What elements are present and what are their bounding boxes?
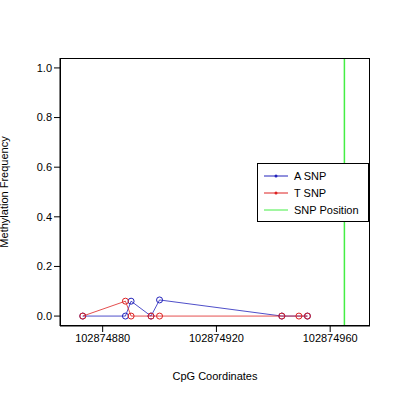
svg-text:102874880: 102874880: [75, 332, 130, 344]
svg-text:1.0: 1.0: [37, 62, 52, 74]
svg-text:CpG Coordinates: CpG Coordinates: [173, 370, 258, 382]
html-text:A SNP: A SNP: [294, 169, 327, 182]
html-text:SNP Position: SNP Position: [294, 203, 359, 216]
html-text:T SNP: T SNP: [294, 186, 327, 199]
svg-text:102874920: 102874920: [189, 332, 244, 344]
svg-text:0.8: 0.8: [37, 111, 52, 123]
svg-text:102874960: 102874960: [303, 332, 358, 344]
svg-text:0.4: 0.4: [37, 211, 52, 223]
svg-text:0.6: 0.6: [37, 161, 52, 173]
svg-text:0.0: 0.0: [37, 310, 52, 322]
svg-text:Methylation Frequency: Methylation Frequency: [8, 136, 10, 248]
svg-text:0.2: 0.2: [37, 260, 52, 272]
